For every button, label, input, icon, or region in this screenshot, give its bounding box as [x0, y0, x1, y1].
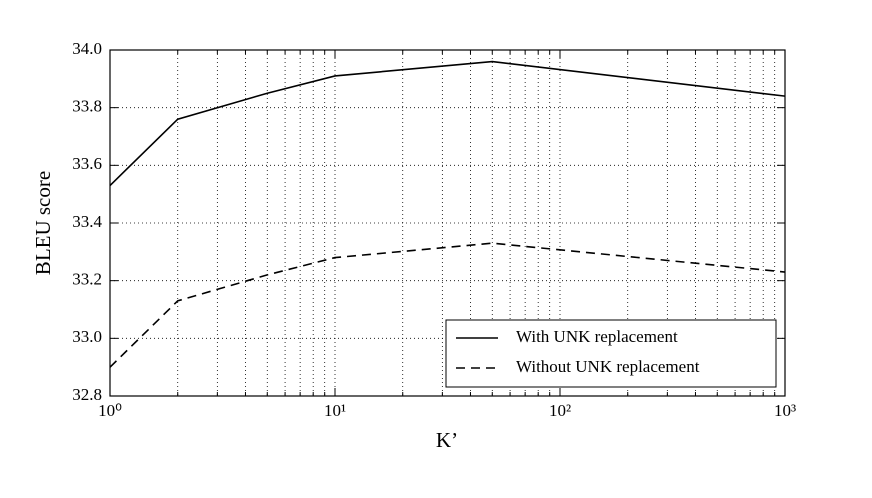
y-tick-label: 33.2	[72, 270, 102, 289]
y-axis-label: BLEU score	[31, 171, 55, 275]
legend: With UNK replacement Without UNK replacem…	[445, 319, 777, 388]
legend-label: With UNK replacement	[516, 327, 678, 346]
series-line	[109, 242, 786, 368]
legend-label: Without UNK replacement	[516, 357, 700, 376]
y-tick-label: 33.8	[72, 97, 102, 116]
x-axis-label: K’	[436, 428, 458, 452]
y-tick-label: 33.0	[72, 327, 102, 346]
x-tick-label: 10⁰	[98, 401, 122, 420]
x-tick-label: 10³	[774, 401, 796, 420]
y-tick-label: 33.6	[72, 154, 102, 173]
series-line	[109, 60, 786, 187]
y-tick-label: 34.0	[72, 39, 102, 58]
y-tick-label: 33.4	[72, 212, 102, 231]
y-tick-label: 32.8	[72, 385, 102, 404]
x-tick-label: 10¹	[324, 401, 346, 420]
legend-box	[445, 319, 777, 388]
x-tick-label: 10²	[549, 401, 571, 420]
plot-frame	[109, 49, 786, 397]
